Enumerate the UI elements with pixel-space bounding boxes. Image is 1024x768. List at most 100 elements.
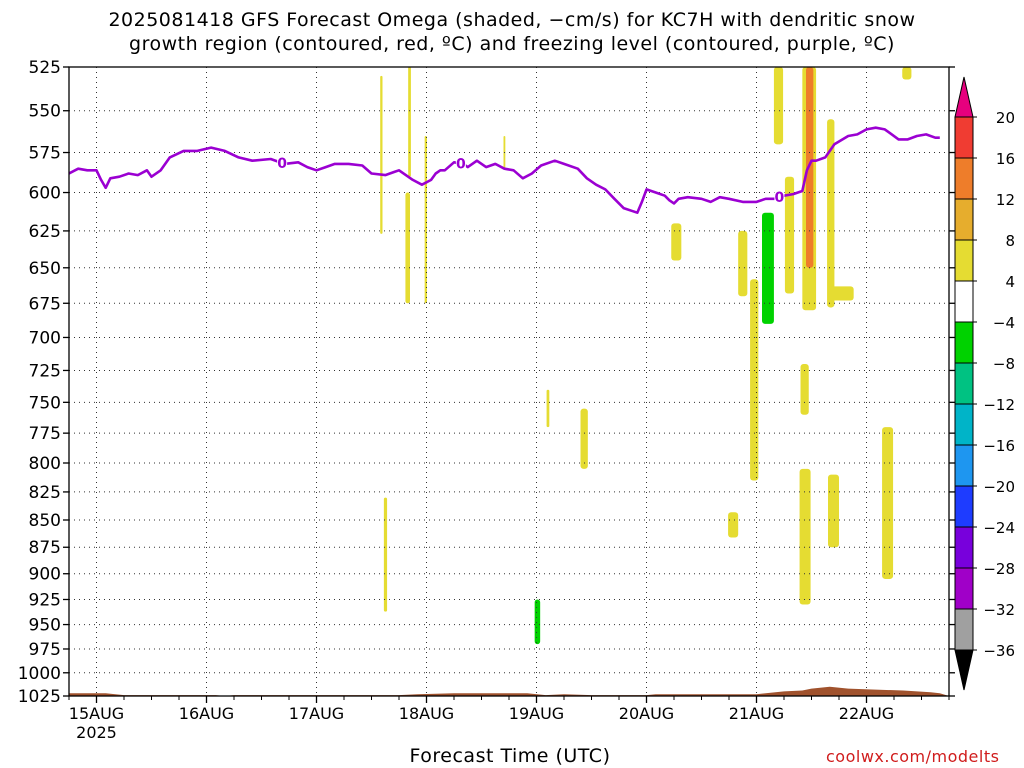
omega-region-2	[784, 176, 795, 294]
freezing-level-label-0: 0	[277, 156, 287, 172]
colorbar-label-5: −4	[993, 314, 1015, 332]
y-tick-label-600: 600	[29, 184, 61, 204]
y-tick-label-825: 825	[29, 483, 61, 503]
colorbar-label-3: 8	[1005, 232, 1015, 250]
omega-region-10	[828, 474, 839, 548]
colorbar-bin-2	[954, 198, 974, 241]
y-tick-label-900: 900	[29, 565, 61, 585]
omega-region-7	[806, 102, 812, 209]
omega-region-25	[534, 599, 541, 645]
y-tick-label-800: 800	[29, 454, 61, 474]
omega-region-24	[762, 212, 774, 324]
y-tick-label-575: 575	[29, 144, 61, 164]
x-tick-label-19AUG: 19AUG	[509, 704, 564, 723]
y-tick-label-650: 650	[29, 259, 61, 279]
omega-region-16	[580, 408, 588, 469]
y-tick-label-775: 775	[29, 424, 61, 444]
colorbar-label-6: −8	[993, 355, 1015, 373]
x-tick-label-16AUG: 16AUG	[179, 704, 234, 723]
chart-title: 2025081418 GFS Forecast Omega (shaded, −…	[0, 8, 1024, 56]
colorbar-bin-11	[954, 567, 974, 610]
y-tick-label-1025: 1025	[18, 687, 61, 707]
colorbar-bin-8	[954, 444, 974, 487]
colorbar: 20 16 12 8 4 −4 −8 −12 −16 −20 −24 −28 −32 −36	[954, 76, 1015, 691]
x-tick-label-21AUG: 21AUG	[729, 704, 784, 723]
x-tick-label-17AUG: 17AUG	[289, 704, 344, 723]
y-tick-label-525: 525	[29, 58, 61, 78]
terrain-layer	[69, 686, 949, 696]
colorbar-label-11: −28	[983, 560, 1015, 578]
site-credit: coolwx.com/modelts	[826, 747, 1000, 766]
y-tick-label-550: 550	[29, 102, 61, 122]
colorbar-label-2: 12	[996, 191, 1015, 209]
omega-region-1	[750, 279, 759, 481]
freezing-label-bg-2	[774, 190, 785, 205]
omega-region-9	[799, 468, 811, 605]
colorbar-label-13: −36	[983, 642, 1015, 660]
omega-region-21	[405, 192, 410, 304]
omega-region-11	[882, 427, 894, 579]
x-tick-label-20AUG: 20AUG	[619, 704, 674, 723]
colorbar-bin-10	[954, 526, 974, 569]
colorbar-label-4: 4	[1005, 273, 1015, 291]
x-tick-label-22AUG: 22AUG	[839, 704, 894, 723]
grid-layer	[69, 67, 949, 696]
y-tick-label-850: 850	[29, 511, 61, 531]
chart-title-line-2: growth region (contoured, red, ºC) and f…	[129, 33, 895, 55]
omega-region-12	[902, 67, 912, 80]
omega-region-20	[383, 497, 388, 612]
omega-region-13	[738, 230, 748, 297]
y-tick-label-925: 925	[29, 590, 61, 610]
freezing-level-layer: 0 0 0	[69, 126, 940, 214]
omega-region-3	[827, 119, 835, 308]
colorbar-label-9: −20	[983, 478, 1015, 496]
omega-region-19	[380, 75, 383, 234]
y-tick-label-700: 700	[29, 328, 61, 348]
colorbar-bin-1	[954, 157, 974, 200]
colorbar-under-triangle	[954, 649, 974, 691]
colorbar-label-12: −32	[983, 601, 1015, 619]
colorbar-bin-12	[954, 608, 974, 651]
colorbar-bin-7	[954, 403, 974, 446]
colorbar-label-0: 20	[996, 109, 1015, 127]
colorbar-label-10: −24	[983, 519, 1015, 537]
colorbar-label-7: −12	[983, 396, 1015, 414]
colorbar-label-8: −16	[983, 437, 1015, 455]
colorbar-bin-5	[954, 321, 974, 364]
omega-region-0	[773, 67, 784, 145]
colorbar-bin-0	[954, 116, 974, 159]
terrain-fill	[69, 686, 949, 696]
y-tick-label-625: 625	[29, 222, 61, 242]
x-tick-sublabel: 2025	[76, 723, 117, 742]
freezing-level-label-2: 0	[775, 190, 785, 206]
y-tick-label-675: 675	[29, 294, 61, 314]
x-tick-label-18AUG: 18AUG	[399, 704, 454, 723]
chart-title-line-1: 2025081418 GFS Forecast Omega (shaded, −…	[108, 9, 916, 31]
y-tick-label-950: 950	[29, 616, 61, 636]
omega-region-14	[728, 512, 739, 538]
omega-shading-layer	[380, 67, 912, 645]
colorbar-label-1: 16	[996, 150, 1015, 168]
omega-region-22	[408, 67, 411, 177]
omega-region-23	[424, 136, 427, 304]
colorbar-bin-4	[954, 280, 974, 323]
colorbar-over-triangle	[954, 76, 974, 118]
y-axis: 525 550 575 600 625 650 675 700 725 750 775 800 825 8…	[18, 58, 955, 707]
omega-region-8	[800, 363, 809, 415]
y-tick-label-975: 975	[29, 640, 61, 660]
colorbar-bin-3	[954, 239, 974, 282]
colorbar-bin-6	[954, 362, 974, 405]
omega-region-15	[671, 223, 682, 261]
freezing-level-label-1: 0	[456, 156, 466, 172]
y-tick-label-750: 750	[29, 393, 61, 413]
freezing-level-line	[69, 126, 940, 214]
colorbar-bin-9	[954, 485, 974, 528]
y-tick-label-1000: 1000	[18, 664, 61, 684]
y-tick-label-725: 725	[29, 361, 61, 381]
freezing-label-bg-0	[277, 156, 288, 171]
omega-region-17	[546, 389, 550, 428]
x-axis-title: Forecast Time (UTC)	[409, 745, 611, 767]
x-tick-label-15AUG: 15AUG	[69, 704, 124, 723]
